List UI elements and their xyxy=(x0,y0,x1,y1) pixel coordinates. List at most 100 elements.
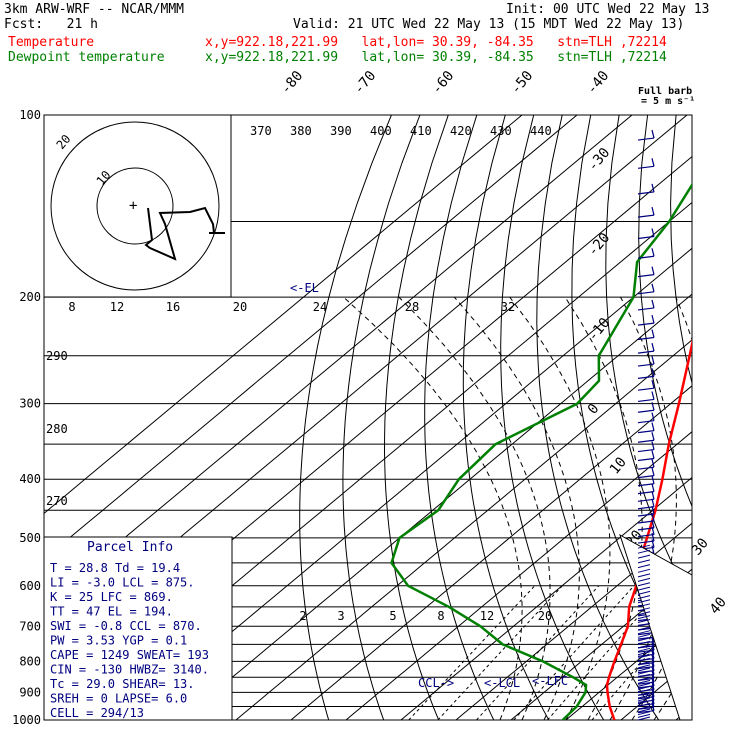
wind-barb xyxy=(637,694,651,699)
temperature-profile-point xyxy=(646,536,648,539)
wind-barb xyxy=(637,439,655,443)
wind-barb xyxy=(651,545,655,554)
wind-barb xyxy=(637,363,655,367)
dewpoint-profile-point xyxy=(479,625,482,628)
wind-barb xyxy=(637,322,655,326)
chart-header: 3km ARW-WRF -- NCAR/MMM Init: 00 UTC Wed… xyxy=(0,0,740,72)
temperature-profile-point xyxy=(613,660,616,663)
parcel-info-row: Tc = 29.0 SHEAR= 13. xyxy=(50,677,195,691)
dewpoint-profile-point xyxy=(447,605,450,608)
mixing-ratio-label: 3 xyxy=(337,609,344,623)
dry-adiabat-line xyxy=(462,115,550,720)
temperature-profile-point xyxy=(677,402,680,405)
wind-barb xyxy=(637,483,655,487)
dewpoint-profile-point xyxy=(576,402,579,405)
wind-barb xyxy=(637,636,655,640)
wind-barb xyxy=(637,716,651,721)
wind-barb xyxy=(637,420,655,424)
wind-barb xyxy=(637,700,651,705)
wind-barb xyxy=(637,564,651,569)
init-time: Init: 00 UTC Wed 22 May 13 xyxy=(506,2,710,17)
wind-barb xyxy=(651,380,655,389)
hodograph-axis-label: 12 xyxy=(110,300,124,314)
isotherm-label: -60 xyxy=(429,68,458,98)
mixing-ratio-label: 8 xyxy=(437,609,444,623)
wind-barb xyxy=(651,512,655,522)
temperature-profile-point xyxy=(606,691,609,694)
wind-barb xyxy=(637,350,655,354)
hodograph-axis-label: 24 xyxy=(313,300,327,314)
wind-barb xyxy=(651,432,655,441)
wind-barb xyxy=(637,475,655,479)
wind-barb xyxy=(637,670,651,675)
valid-time: Valid: 21 UTC Wed 22 May 13 (15 MDT Wed … xyxy=(293,17,685,32)
parcel-info-row: SREH = 0 LAPSE= 6.0 xyxy=(50,692,187,706)
wind-barb xyxy=(637,590,651,595)
wind-barb xyxy=(637,165,655,169)
wind-barb xyxy=(637,667,651,672)
wind-barb xyxy=(637,336,655,341)
wind-barb xyxy=(651,129,655,139)
isotherm-label: -80 xyxy=(278,68,307,98)
wind-barb xyxy=(637,235,655,240)
pressure-label: 800 xyxy=(19,654,41,668)
wind-barb xyxy=(651,699,655,708)
temperature-location: x,y=922.18,221.99 lat,lon= 30.39, -84.35… xyxy=(205,35,667,50)
wind-barb xyxy=(637,568,651,573)
pressure-label: 1000 xyxy=(12,713,41,727)
wind-barb xyxy=(651,368,655,377)
wind-barb xyxy=(651,685,655,694)
wind-barb xyxy=(651,266,655,275)
wind-barb xyxy=(651,459,655,468)
dewpoint-profile-point xyxy=(632,296,635,299)
mixing-ratio-label: 2 xyxy=(299,609,306,623)
wind-barb xyxy=(637,654,651,659)
wind-barb xyxy=(651,498,655,507)
wind-barb xyxy=(637,691,651,696)
parcel-info-row: SWI = -0.8 CCL = 870. xyxy=(50,619,202,633)
theta-label: 290 xyxy=(46,349,68,363)
wind-barb xyxy=(637,520,655,524)
wind-barb xyxy=(637,554,651,559)
hodograph-ring xyxy=(50,121,220,291)
el-label: <-EL xyxy=(290,281,319,295)
wind-barb xyxy=(651,677,655,687)
parcel-info-row: TT = 47 EL = 194. xyxy=(50,605,173,619)
hodograph-axis-label: 32 xyxy=(501,300,515,314)
moist-adiabat-line xyxy=(453,296,580,720)
wind-barb xyxy=(637,603,651,608)
wind-barb xyxy=(637,191,655,195)
dewpoint-profile-point xyxy=(494,443,497,446)
parcel-info-box xyxy=(43,536,233,721)
isotherm-label: -70 xyxy=(351,68,380,98)
wind-barb xyxy=(651,681,655,690)
dewpoint-location: x,y=922.18,221.99 lat,lon= 30.39, -84.35… xyxy=(205,50,667,65)
wind-barb xyxy=(651,650,655,659)
wind-barb xyxy=(637,653,655,657)
wind-barb xyxy=(637,375,655,379)
wind-barb xyxy=(651,674,655,683)
wind-barb xyxy=(637,615,651,620)
wind-barb xyxy=(651,228,655,237)
wind-barb xyxy=(637,498,655,502)
wind-barb xyxy=(651,702,655,711)
dewpoint-profile-point xyxy=(698,173,700,175)
mixing-ratio-label: 12 xyxy=(480,609,494,623)
theta-label: 280 xyxy=(46,422,68,436)
theta-label: 440 xyxy=(530,124,552,138)
isotherm-line xyxy=(455,522,692,720)
wind-barb xyxy=(637,274,655,278)
dry-adiabat-line xyxy=(702,115,740,720)
wind-barb xyxy=(637,549,651,554)
dewpoint-profile-point xyxy=(390,561,393,564)
wind-barb xyxy=(651,695,655,704)
parcel-info-row: CIN = -130 HWBZ= 3140. xyxy=(50,663,209,677)
hodograph-panel xyxy=(43,114,232,298)
theta-label: 270 xyxy=(46,494,68,508)
wind-barb xyxy=(651,646,655,655)
wind-barb xyxy=(651,505,655,515)
wind-barb xyxy=(651,666,655,675)
temperature-profile-point xyxy=(688,354,691,357)
wind-barb xyxy=(637,696,655,700)
